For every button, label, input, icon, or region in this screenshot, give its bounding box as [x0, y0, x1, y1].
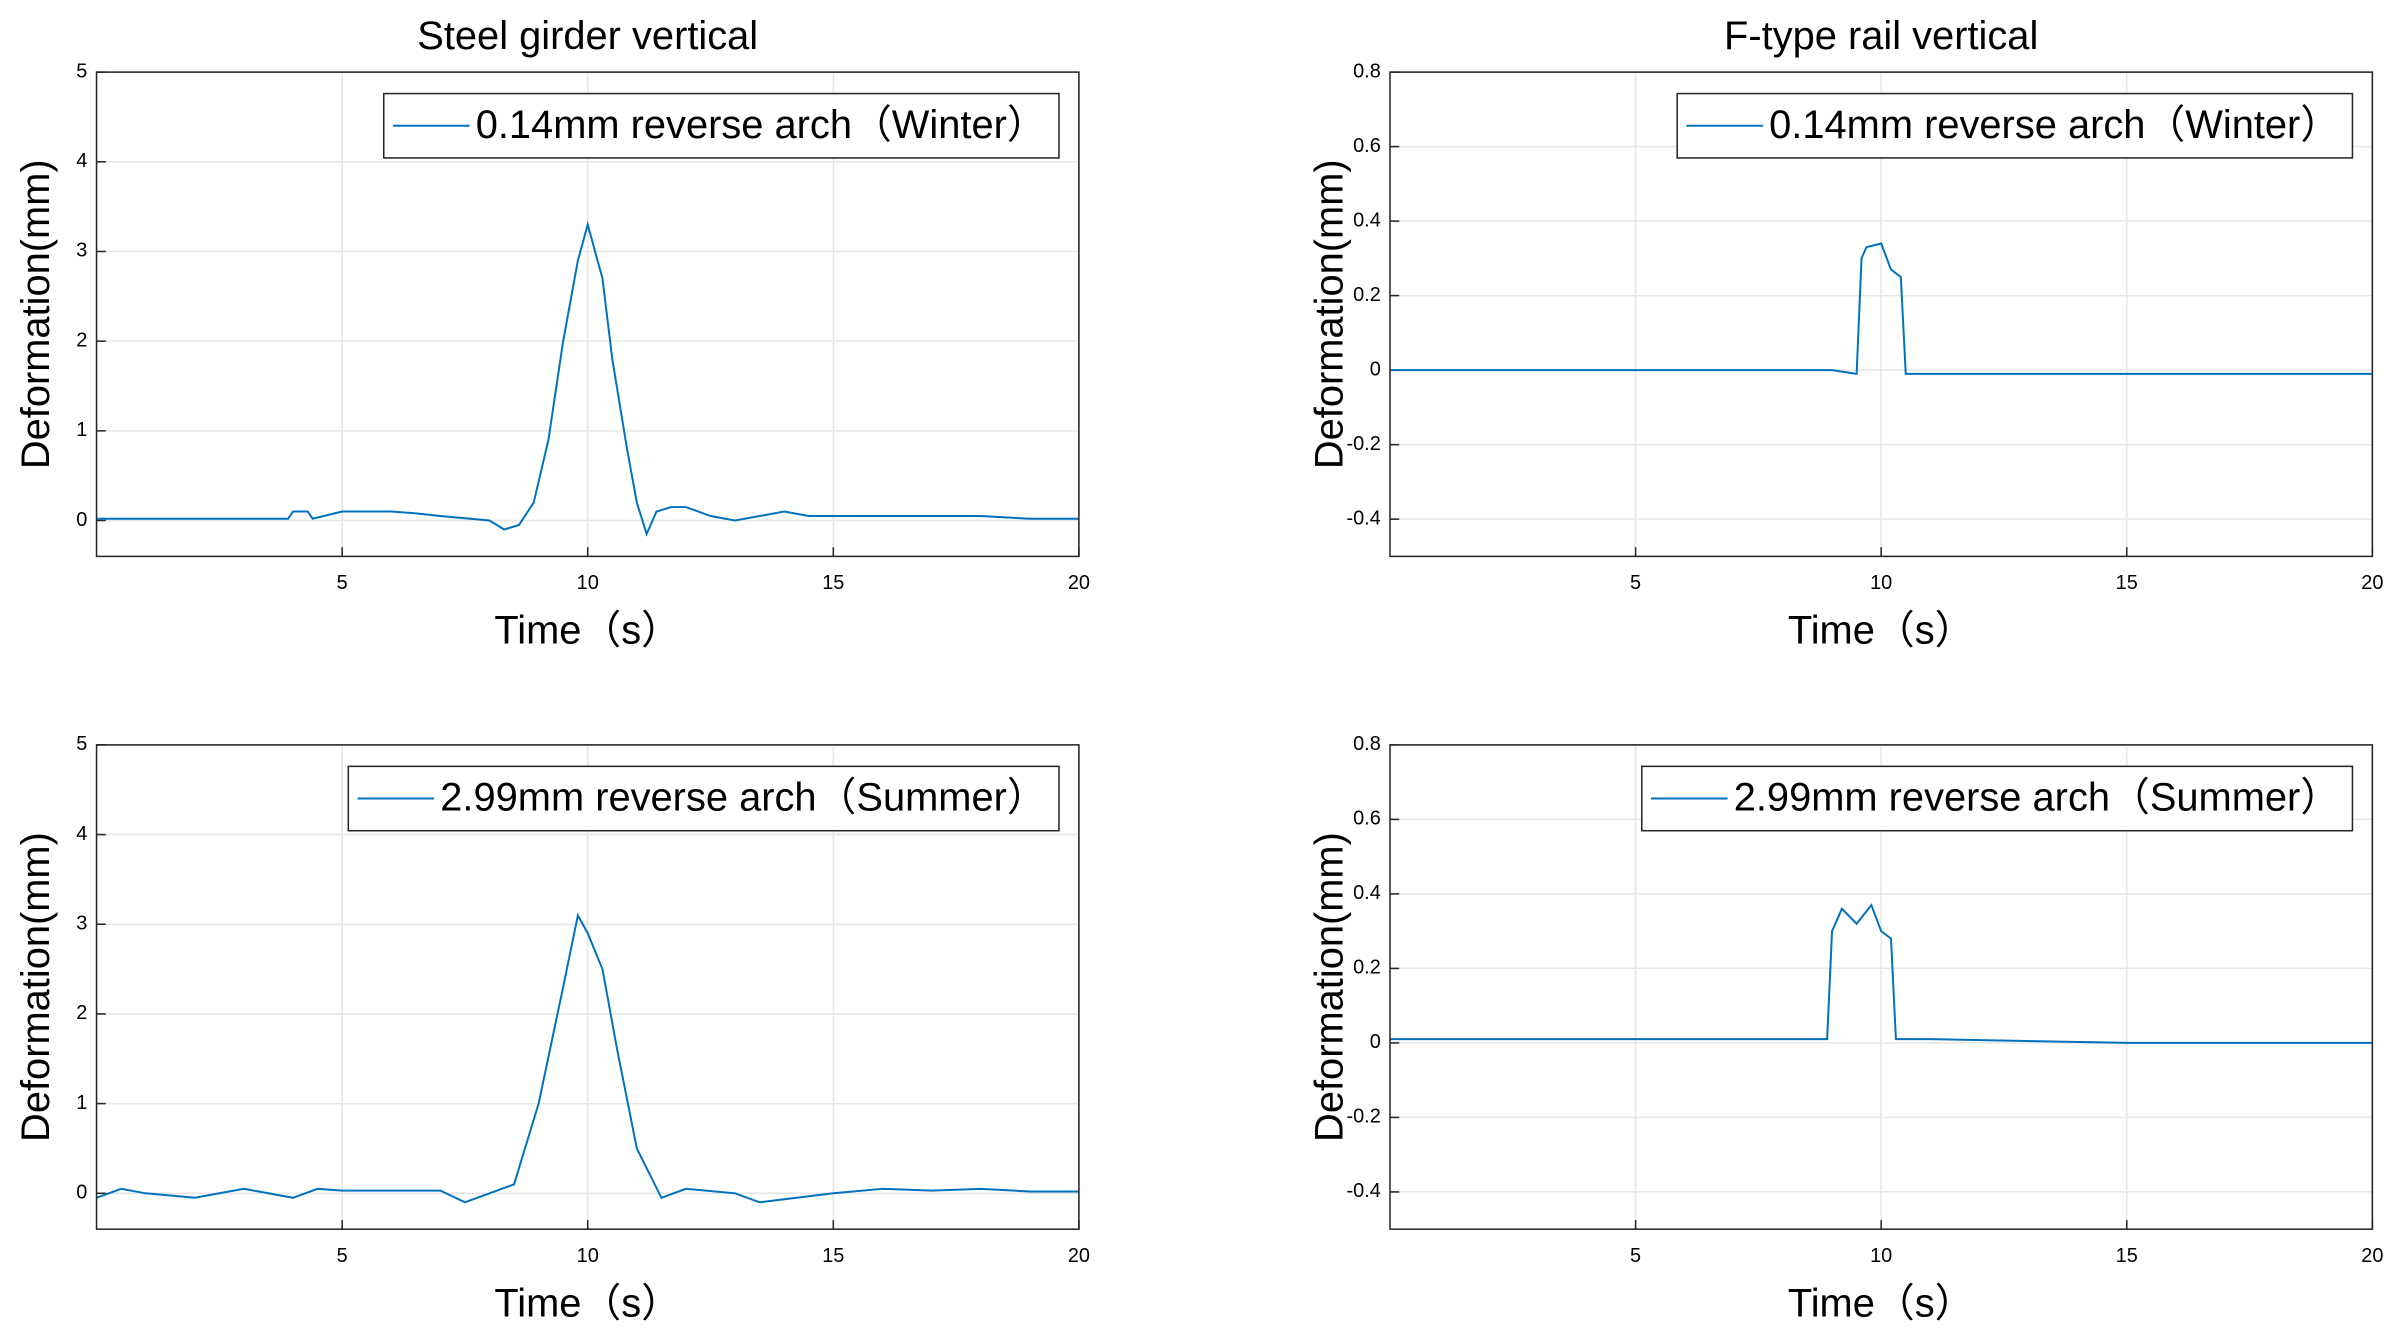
- y-tick-label: -0.4: [1346, 1180, 1380, 1202]
- y-tick-label: 0.6: [1353, 808, 1381, 830]
- legend-label: 0.14mm reverse arch（Winter）: [1769, 103, 2340, 147]
- y-tick-label: 2: [76, 329, 87, 351]
- y-tick-label: 1: [76, 419, 87, 441]
- y-tick-label: 0: [76, 509, 87, 531]
- x-tick-label: 20: [1068, 572, 1090, 594]
- y-tick-label: 0.2: [1353, 284, 1381, 306]
- y-axis-label: Deformation(mm): [14, 159, 58, 469]
- axes-frame: [1389, 744, 2374, 1230]
- y-tick-label: 0.6: [1353, 135, 1381, 157]
- legend: 0.14mm reverse arch（Winter）: [382, 92, 1060, 159]
- legend-label: 0.14mm reverse arch（Winter）: [476, 103, 1047, 147]
- x-tick-label: 10: [577, 1245, 599, 1267]
- x-tick-label: 15: [822, 1245, 844, 1267]
- legend-label: 2.99mm reverse arch（Summer）: [1734, 776, 2340, 820]
- y-axis-label: Deformation(mm): [1307, 159, 1351, 469]
- data-line: [96, 220, 1079, 537]
- legend-box: [1676, 92, 2354, 159]
- y-tick-label: -0.4: [1346, 507, 1380, 529]
- y-tick-label: 1: [76, 1092, 87, 1114]
- x-tick-label: 20: [2361, 572, 2383, 594]
- y-tick-label: 5: [76, 60, 87, 82]
- x-axis-label: Time（s）: [494, 1281, 681, 1325]
- axes-frame: [95, 744, 1080, 1230]
- y-tick-label: -0.2: [1346, 433, 1380, 455]
- x-axis-label: Time（s）: [1788, 609, 1975, 653]
- x-tick-label: 15: [2116, 572, 2138, 594]
- y-tick-label: 0.8: [1353, 733, 1381, 755]
- y-tick-label: 4: [76, 823, 87, 845]
- data-line: [1390, 242, 2373, 376]
- data-line: [1390, 903, 2373, 1044]
- legend-label: 2.99mm reverse arch（Summer）: [440, 776, 1046, 820]
- axes-frame: [95, 71, 1080, 558]
- y-tick-label: 0: [1370, 358, 1381, 380]
- data-line: [96, 912, 1079, 1204]
- legend-box: [382, 92, 1060, 159]
- y-tick-label: 0.4: [1353, 882, 1381, 904]
- x-tick-label: 5: [337, 572, 348, 594]
- y-tick-label: 4: [76, 150, 87, 172]
- legend-box: [347, 765, 1060, 832]
- x-tick-label: 20: [2361, 1245, 2383, 1267]
- y-tick-label: 2: [76, 1002, 87, 1024]
- y-tick-label: 0: [76, 1182, 87, 1204]
- x-axis-label: Time（s）: [494, 609, 681, 653]
- y-tick-label: 0.8: [1353, 60, 1381, 82]
- y-tick-label: 3: [76, 913, 87, 935]
- x-tick-label: 15: [822, 572, 844, 594]
- x-tick-label: 10: [1870, 1245, 1892, 1267]
- x-tick-label: 20: [1068, 1245, 1090, 1267]
- legend-box: [1641, 765, 2354, 832]
- x-tick-label: 10: [1870, 572, 1892, 594]
- x-tick-label: 15: [2116, 1245, 2138, 1267]
- legend: 0.14mm reverse arch（Winter）: [1676, 92, 2354, 159]
- y-tick-label: 0.2: [1353, 957, 1381, 979]
- y-axis-label: Deformation(mm): [1307, 832, 1351, 1142]
- x-axis-label: Time（s）: [1788, 1281, 1975, 1325]
- x-tick-label: 5: [1630, 1245, 1641, 1267]
- y-tick-label: 0.4: [1353, 209, 1381, 231]
- legend: 2.99mm reverse arch（Summer）: [347, 765, 1060, 832]
- y-tick-label: 5: [76, 733, 87, 755]
- x-tick-label: 5: [337, 1245, 348, 1267]
- x-tick-label: 5: [1630, 572, 1641, 594]
- chart-title: Steel girder vertical: [417, 14, 758, 58]
- chart-title: F-type rail vertical: [1724, 14, 2038, 58]
- legend: 2.99mm reverse arch（Summer）: [1641, 765, 2354, 832]
- y-tick-label: -0.2: [1346, 1106, 1380, 1128]
- y-tick-label: 3: [76, 240, 87, 262]
- x-tick-label: 10: [577, 572, 599, 594]
- y-axis-label: Deformation(mm): [14, 832, 58, 1142]
- y-tick-label: 0: [1370, 1031, 1381, 1053]
- axes-frame: [1389, 71, 2374, 558]
